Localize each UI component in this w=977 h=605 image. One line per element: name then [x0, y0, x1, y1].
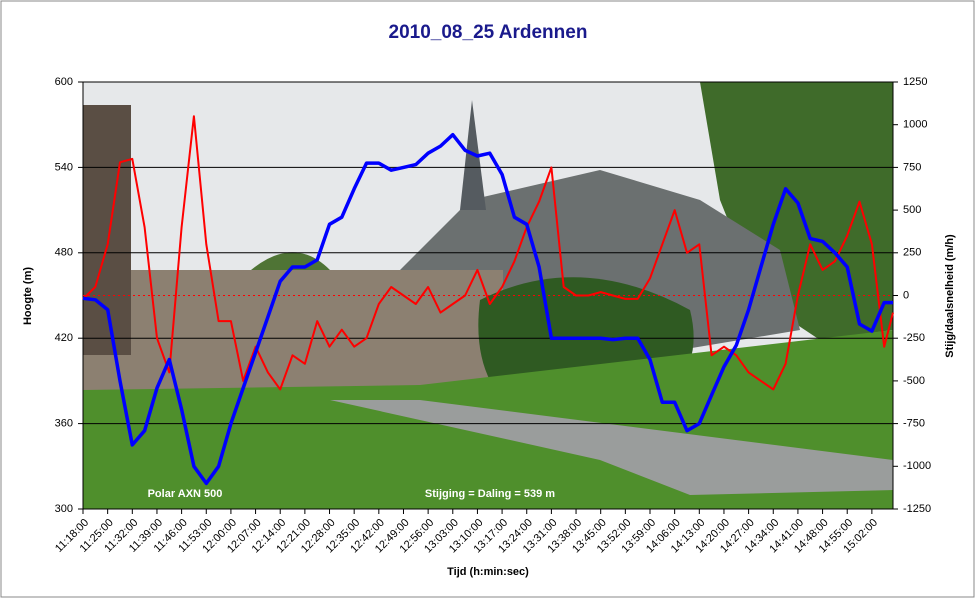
y2-tick-label: 0	[903, 289, 909, 301]
y2-tick-label: -250	[903, 332, 925, 344]
y2-tick-label: 500	[903, 204, 921, 216]
y2-tick-label: -1000	[903, 460, 931, 472]
series-line	[82, 115, 894, 391]
y-tick-label: 360	[55, 418, 73, 430]
annotation: Polar AXN 500	[148, 488, 223, 500]
y-tick-label: 480	[55, 247, 73, 259]
y-tick-label: 600	[55, 76, 73, 88]
y-tick-label: 420	[55, 332, 73, 344]
y2-tick-label: 1000	[903, 119, 927, 131]
series-line	[82, 132, 893, 486]
y2-tick-label: 1250	[903, 76, 927, 88]
y-tick-label: 540	[55, 161, 73, 173]
y-axis-label: Hoogte (m)	[22, 267, 34, 325]
y2-tick-label: 250	[903, 247, 921, 259]
y2-tick-label: -1250	[903, 503, 931, 515]
y2-tick-label: -750	[903, 418, 925, 430]
chart-title: 2010_08_25 Ardennen	[389, 22, 588, 43]
x-axis-label: Tijd (h:min:sec)	[447, 566, 529, 578]
y2-tick-label: -500	[903, 375, 925, 387]
annotation: Stijging = Daling = 539 m	[425, 488, 555, 500]
y-tick-label: 300	[55, 503, 73, 515]
y2-tick-label: 750	[903, 161, 921, 173]
y2-axis-label: Stijg/daalsnelheid (m/h)	[944, 234, 956, 358]
